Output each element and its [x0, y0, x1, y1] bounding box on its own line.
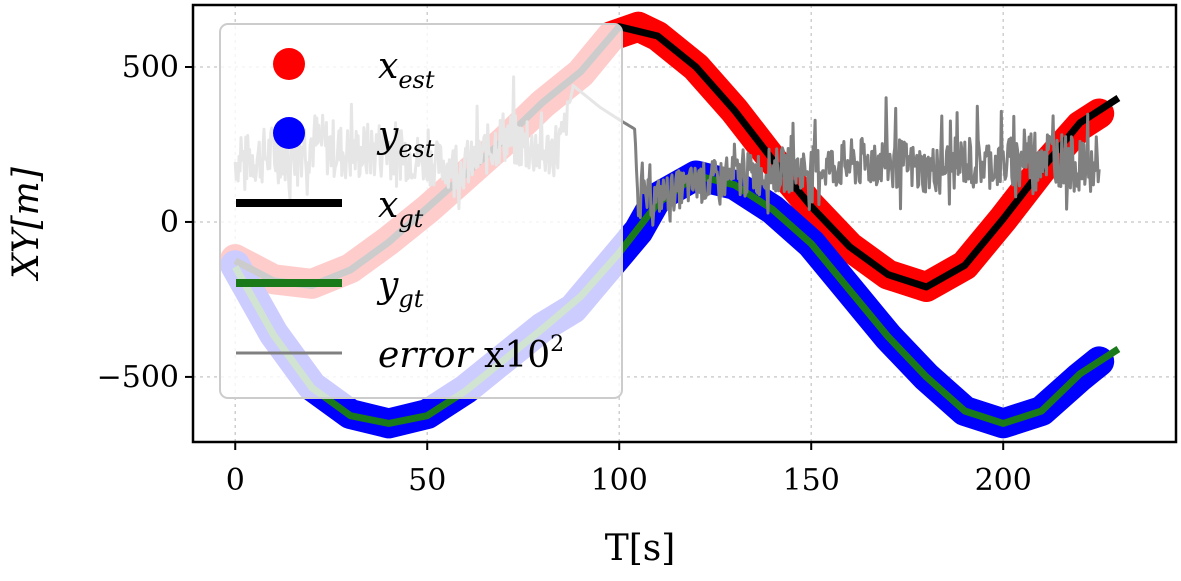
y-tick-label: 500: [122, 50, 179, 85]
y-tick-label: 0: [160, 205, 179, 240]
legend-label-y-est: yest: [376, 115, 435, 163]
legend-label-main: x: [378, 185, 398, 226]
x-tick-label: 100: [591, 463, 648, 498]
legend-marker-x-est: [273, 48, 305, 80]
legend-label-superscript: 2: [550, 332, 564, 357]
legend-label-suffix: x10: [473, 335, 551, 376]
legend-label-subscript: est: [398, 66, 435, 94]
legend-label-main: y: [376, 265, 399, 306]
x-tick-label: 150: [783, 463, 840, 498]
legend-box: [219, 23, 623, 399]
legend-label-x-est: xest: [378, 46, 435, 94]
legend-label-main: y: [376, 115, 399, 156]
y-tick-label: −500: [97, 360, 179, 395]
legend-label-subscript: est: [398, 135, 435, 163]
legend-marker-y-est: [273, 117, 305, 149]
legend-label-y-gt: ygt: [376, 265, 424, 313]
x-tick-label: 0: [226, 463, 245, 498]
legend-label-subscript: gt: [398, 285, 423, 313]
legend-label-x-gt: xgt: [378, 185, 424, 233]
y-axis-title: XY[m]: [6, 166, 47, 282]
ticks: 0 50 100 150 200 −500 0 500: [97, 50, 1032, 498]
legend-label-error: error x102: [378, 332, 564, 376]
plot-frame: [191, 3, 1178, 444]
legend-label-main: error: [378, 335, 474, 376]
x-tick-label: 50: [408, 463, 446, 498]
x-tick-label: 200: [975, 463, 1032, 498]
x-axis-title: T[s]: [605, 528, 676, 569]
legend-label-subscript: gt: [398, 205, 423, 233]
legend-label-main: x: [378, 46, 398, 87]
